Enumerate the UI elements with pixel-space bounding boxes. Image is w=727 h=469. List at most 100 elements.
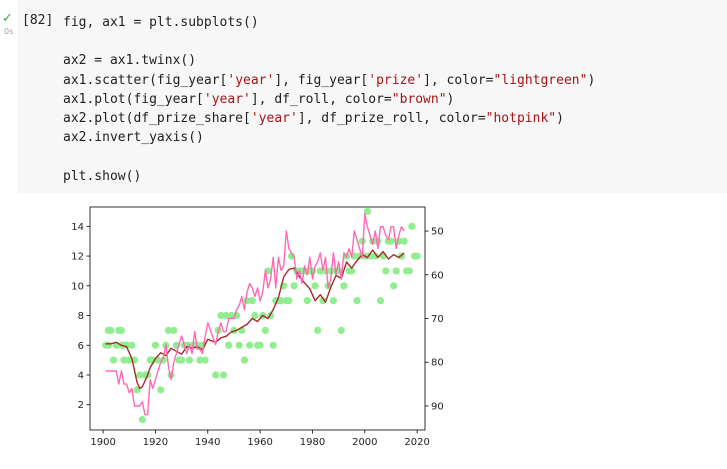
rolling-average-line bbox=[105, 249, 405, 390]
x-tick-label: 2000 bbox=[352, 437, 377, 448]
scatter-point bbox=[136, 371, 144, 379]
scatter-point bbox=[256, 341, 264, 349]
y-tick-label: 14 bbox=[71, 222, 84, 233]
scatter-point bbox=[261, 326, 269, 334]
scatter-point bbox=[201, 356, 209, 364]
code-line: ax1.plot(fig_year['year'], df_roll, colo… bbox=[63, 90, 595, 109]
scatter-point bbox=[217, 311, 225, 320]
code-line: ax2.invert_yaxis() bbox=[63, 128, 595, 147]
scatter-point bbox=[358, 237, 366, 245]
y-tick-label: 8 bbox=[78, 311, 84, 322]
axes: 1900 1920 1940 1960 1980 2000 2020 2 4 6 8 10 12 14 50… bbox=[71, 206, 444, 448]
code-line: ax1.scatter(fig_year['year'], fig_year['… bbox=[63, 71, 595, 90]
code-token: ) bbox=[587, 72, 596, 88]
scatter-point bbox=[225, 341, 233, 349]
code-string: 'prize' bbox=[368, 72, 424, 88]
prize-share-line bbox=[105, 212, 405, 416]
scatter-point bbox=[269, 341, 277, 349]
scatter-point bbox=[251, 311, 259, 320]
cell-status: ✓ 0s bbox=[2, 11, 18, 37]
code-text[interactable]: fig, ax1 = plt.subplots() ax2 = ax1.twinx… bbox=[63, 13, 595, 186]
scatter-point bbox=[109, 356, 118, 364]
scatter-point bbox=[376, 297, 385, 305]
scatter-point bbox=[248, 297, 256, 305]
scatter-point bbox=[222, 311, 230, 320]
y-tick-label: 6 bbox=[78, 341, 84, 352]
scatter-point bbox=[178, 356, 186, 364]
cell-output: 1900 1920 1940 1960 1980 2000 2020 2 4 6 8 10 12 14 50… bbox=[60, 198, 460, 463]
code-token: ], df_roll, color= bbox=[250, 91, 392, 107]
code-string: "hotpink" bbox=[485, 110, 557, 126]
execution-count: [82] bbox=[22, 13, 54, 28]
code-line: fig, ax1 = plt.subplots() bbox=[63, 13, 595, 32]
scatter-point bbox=[371, 252, 379, 260]
scatter-point bbox=[107, 326, 115, 334]
code-line bbox=[63, 32, 595, 51]
code-line bbox=[63, 147, 595, 166]
scatter-point bbox=[212, 371, 220, 379]
code-token: ], fig_year[ bbox=[274, 72, 369, 88]
scatter-point bbox=[246, 341, 254, 349]
x-tick-label: 1940 bbox=[195, 437, 220, 448]
scatter-point bbox=[157, 386, 165, 394]
scatter-point bbox=[196, 356, 204, 364]
scatter-point bbox=[277, 297, 285, 305]
chart: 1900 1920 1940 1960 1980 2000 2020 2 4 6 8 10 12 14 50… bbox=[71, 206, 444, 448]
code-string: 'year' bbox=[250, 110, 298, 126]
scatter-point bbox=[392, 267, 400, 275]
scatter-point bbox=[117, 326, 126, 334]
check-icon: ✓ bbox=[2, 11, 13, 26]
x-tick-label: 1900 bbox=[90, 437, 115, 448]
scatter-point bbox=[151, 341, 160, 349]
scatter-point bbox=[366, 252, 374, 260]
y-right-tick-label: 80 bbox=[431, 358, 444, 369]
scatter-point bbox=[400, 237, 408, 245]
y-right-tick-label: 90 bbox=[431, 401, 444, 412]
code-token: ax2 = ax1.twinx() bbox=[63, 53, 197, 69]
scatter-point bbox=[164, 326, 173, 334]
scatter-point bbox=[123, 341, 131, 349]
code-token: ax1.plot(fig_year[ bbox=[63, 91, 204, 107]
code-token: ], df_prize_roll, color= bbox=[297, 110, 486, 126]
code-line: ax2 = ax1.twinx() bbox=[63, 51, 595, 70]
x-tick-label: 2020 bbox=[404, 437, 429, 448]
code-editor[interactable] bbox=[18, 0, 727, 193]
scatter-point bbox=[329, 297, 337, 305]
scatter-point bbox=[405, 267, 413, 275]
scatter-point bbox=[348, 267, 356, 275]
scatter-point bbox=[337, 326, 345, 334]
y-tick-label: 12 bbox=[71, 252, 84, 263]
y-tick-label: 4 bbox=[78, 370, 84, 381]
y-right-tick-label: 70 bbox=[431, 314, 444, 325]
code-line: ax2.plot(df_prize_share['year'], df_priz… bbox=[63, 109, 595, 128]
y-right-tick-label: 50 bbox=[431, 227, 444, 238]
y-tick-label: 10 bbox=[71, 281, 84, 292]
scatter-point bbox=[408, 222, 416, 230]
y-right-tick-label: 60 bbox=[431, 270, 444, 281]
scatter-point bbox=[219, 371, 228, 379]
scatter-point bbox=[319, 297, 327, 305]
code-string: 'year' bbox=[203, 91, 251, 107]
scatter-point bbox=[287, 252, 296, 260]
scatter-point bbox=[185, 356, 194, 364]
scatter-point bbox=[314, 326, 322, 334]
scatter-point bbox=[382, 267, 390, 275]
execution-time: 0s bbox=[4, 27, 14, 36]
code-token: ) bbox=[446, 91, 455, 107]
scatter-point bbox=[138, 415, 146, 424]
code-token: fig, ax1 = plt.subplots() bbox=[63, 15, 259, 30]
scatter-point bbox=[170, 326, 178, 334]
scatter-point bbox=[128, 341, 136, 349]
scatter-point bbox=[389, 282, 398, 290]
code-token: ], color= bbox=[423, 72, 494, 88]
code-line: plt.show() bbox=[63, 167, 595, 186]
x-tick-label: 1920 bbox=[143, 437, 168, 448]
scatter-point bbox=[227, 311, 235, 320]
scatter-point bbox=[327, 267, 335, 275]
notebook-code-cell[interactable]: ✓ 0s [82] fig, ax1 = plt.subplots() ax2 =… bbox=[0, 0, 727, 194]
scatter-point bbox=[413, 252, 421, 260]
code-token: ax1.scatter(fig_year[ bbox=[63, 72, 228, 88]
code-string: "lightgreen" bbox=[493, 72, 588, 88]
code-token: ax2.invert_yaxis() bbox=[63, 130, 204, 146]
scatter-point bbox=[363, 207, 372, 216]
